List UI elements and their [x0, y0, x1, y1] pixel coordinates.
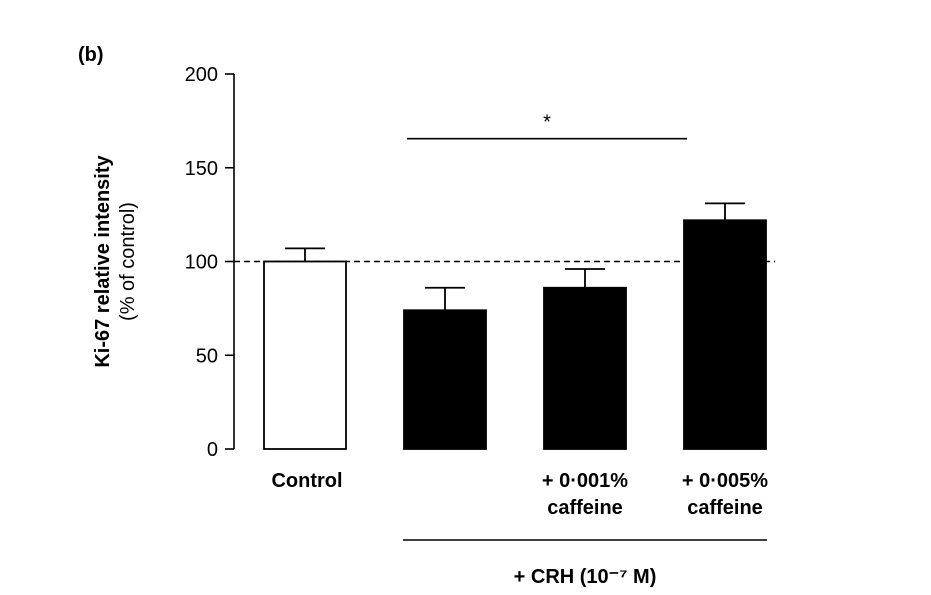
significance-marker: * [543, 112, 551, 134]
x-category-label: Control [271, 470, 342, 492]
error-bars [285, 202, 745, 311]
y-axis-subtitle: (% of control) [117, 202, 139, 321]
bars [263, 219, 767, 450]
x-labels: Control + 0·001% caffeine + 0·005% caffeine [271, 470, 768, 519]
y-ticks: 0 50 100 150 200 [185, 64, 234, 461]
x-category-label: + 0·001% caffeine [542, 470, 628, 519]
significance-group: * [407, 112, 687, 140]
y-tick-label: 150 [185, 158, 218, 180]
y-tick-label: 100 [185, 252, 218, 274]
x-category-label-line: caffeine [547, 497, 623, 519]
y-tick-label: 50 [196, 345, 218, 367]
panel-label: (b) [78, 44, 104, 66]
group-bracket: + CRH (10⁻⁷ M) [403, 539, 767, 588]
bar [543, 286, 627, 450]
y-axis-title: Ki-67 relative intensity [92, 154, 114, 367]
x-category-label: + 0·005% caffeine [682, 470, 768, 519]
bar [263, 260, 347, 450]
y-tick-label: 200 [185, 64, 218, 86]
y-tick-label: 0 [207, 439, 218, 461]
bar [403, 309, 487, 450]
x-category-label-line: Control [271, 470, 342, 492]
x-category-label-line: caffeine [687, 497, 763, 519]
x-category-label-line: + 0·005% [682, 470, 768, 492]
y-axis-title-group: Ki-67 relative intensity (% of control) [92, 154, 139, 367]
x-category-label-line: + 0·001% [542, 470, 628, 492]
group-label: + CRH (10⁻⁷ M) [514, 566, 657, 588]
bar [683, 219, 767, 450]
